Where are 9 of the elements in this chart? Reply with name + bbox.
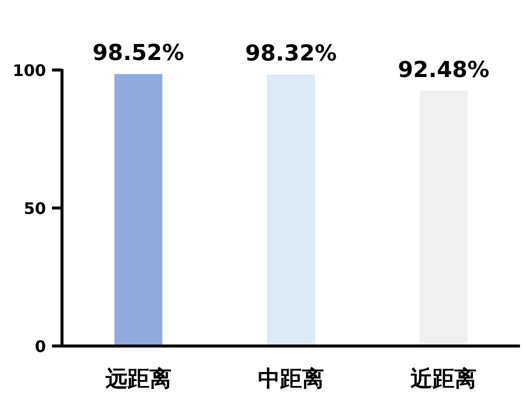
y-tick-label: 50 (24, 199, 46, 218)
data-label: 92.48% (398, 58, 490, 83)
x-tick-label: 远距离 (104, 366, 172, 392)
y-tick-label: 100 (12, 61, 46, 80)
data-label: 98.32% (245, 42, 337, 67)
x-tick-label: 中距离 (258, 366, 324, 392)
data-label: 98.52% (92, 41, 184, 66)
x-tick-label: 近距离 (410, 366, 477, 392)
y-tick-label: 0 (34, 337, 46, 356)
